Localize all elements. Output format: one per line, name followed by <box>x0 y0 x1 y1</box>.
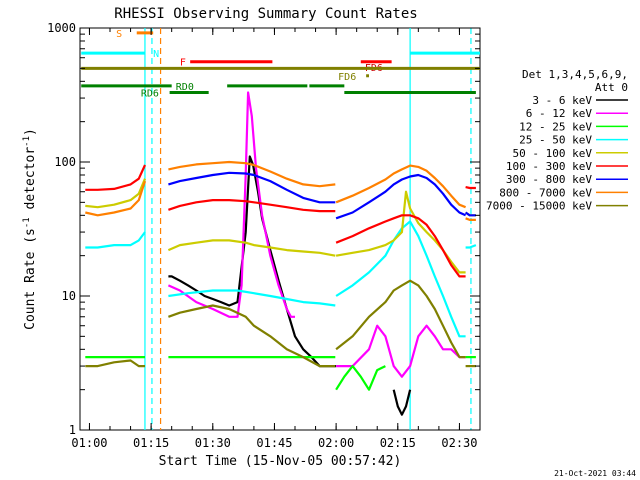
legend-label-6: 300 - 800 keV <box>506 173 592 186</box>
legend-label-8: 7000 - 15000 keV <box>486 200 592 213</box>
flag-label-7: RD6 <box>141 89 159 100</box>
series-line-8-0 <box>85 359 145 368</box>
series-line-4-1 <box>167 239 336 257</box>
series-line-5-0 <box>85 164 147 191</box>
x-tick-label-6: 02:30 <box>441 436 477 450</box>
series-line-8-1 <box>168 304 336 368</box>
x-tick-label-4: 02:00 <box>318 436 354 450</box>
series-line-6-1 <box>335 173 467 220</box>
y-axis-label-sup1: -1 <box>22 217 32 228</box>
legend-label-7: 800 - 7000 keV <box>499 186 592 199</box>
y-axis-label-main: Count Rate (s <box>23 228 38 330</box>
series-line-4-2 <box>335 190 466 274</box>
series-line-5-1 <box>168 199 336 213</box>
x-tick-label-3: 01:45 <box>256 436 292 450</box>
series-line-4-0 <box>85 178 147 209</box>
x-tick-label-5: 02:15 <box>380 436 416 450</box>
series-line-5-2 <box>335 214 466 278</box>
series-line-3-1 <box>168 289 336 307</box>
x-axis-ticks: 01:00 01:15 01:30 01:45 02:00 02:15 02:30 <box>71 28 481 450</box>
series-line-0-0 <box>168 155 337 368</box>
legend-label-5: 100 - 300 keV <box>506 160 592 173</box>
series-line-7-2 <box>335 164 467 209</box>
y-axis-label: Count Rate (s-1 detector-1) <box>22 128 38 330</box>
series-line-3-2 <box>335 220 466 338</box>
flag-label-1: N <box>153 49 159 60</box>
generated-timestamp: 21-Oct-2021 03:44 <box>554 469 636 478</box>
flag-bars: SNFFD6FD6RD0RD6 <box>81 29 480 100</box>
x-tick-label-1: 01:15 <box>133 436 169 450</box>
y-tick-label-2: 100 <box>54 155 76 169</box>
plot-frame <box>79 27 481 431</box>
legend-title-line2: Att 0 <box>595 81 628 94</box>
chart-title: RHESSI Observing Summary Count Rates <box>114 6 417 22</box>
y-axis-label-end: ) <box>23 128 38 136</box>
flag-label-2: F <box>180 58 186 69</box>
y-axis-label-mid: detector <box>23 147 38 218</box>
series-lines <box>85 91 477 416</box>
flag-label-6: RD0 <box>176 82 194 93</box>
legend-label-1: 6 - 12 keV <box>526 107 593 120</box>
series-line-7-1 <box>168 160 336 188</box>
y-tick-label-3: 1000 <box>47 21 76 35</box>
y-tick-label-0: 1 <box>69 423 76 437</box>
legend-label-0: 3 - 6 keV <box>532 94 592 107</box>
series-line-6-0 <box>168 171 336 204</box>
series-line-5-3 <box>465 186 476 190</box>
series-line-8-2 <box>335 279 466 359</box>
series-line-3-3 <box>465 244 477 249</box>
series-line-1-1 <box>336 324 466 378</box>
x-axis-label: Start Time (15-Nov-05 00:57:42) <box>159 454 402 469</box>
series-line-7-3 <box>465 217 476 221</box>
flag-label-0: S <box>116 29 122 40</box>
legend-title-line1: Det 1,3,4,5,6,9, <box>522 68 628 81</box>
series-line-3-0 <box>85 231 146 249</box>
legend-label-3: 25 - 50 keV <box>519 134 592 147</box>
series-line-2-2 <box>335 365 386 391</box>
x-tick-label-2: 01:30 <box>195 436 231 450</box>
y-axis-label-sup2: -1 <box>22 136 32 147</box>
legend-label-4: 50 - 100 keV <box>513 147 593 160</box>
series-line-7-0 <box>85 180 147 217</box>
y-tick-label-1: 10 <box>62 289 76 303</box>
series-line-6-2 <box>464 211 476 217</box>
flag-label-5: FD6 <box>338 72 356 83</box>
x-tick-label-0: 01:00 <box>71 436 107 450</box>
series-line-0-1 <box>392 389 412 416</box>
legend-label-2: 12 - 25 keV <box>519 120 592 133</box>
y-axis-ticks: 1 10 100 1000 <box>47 21 480 437</box>
